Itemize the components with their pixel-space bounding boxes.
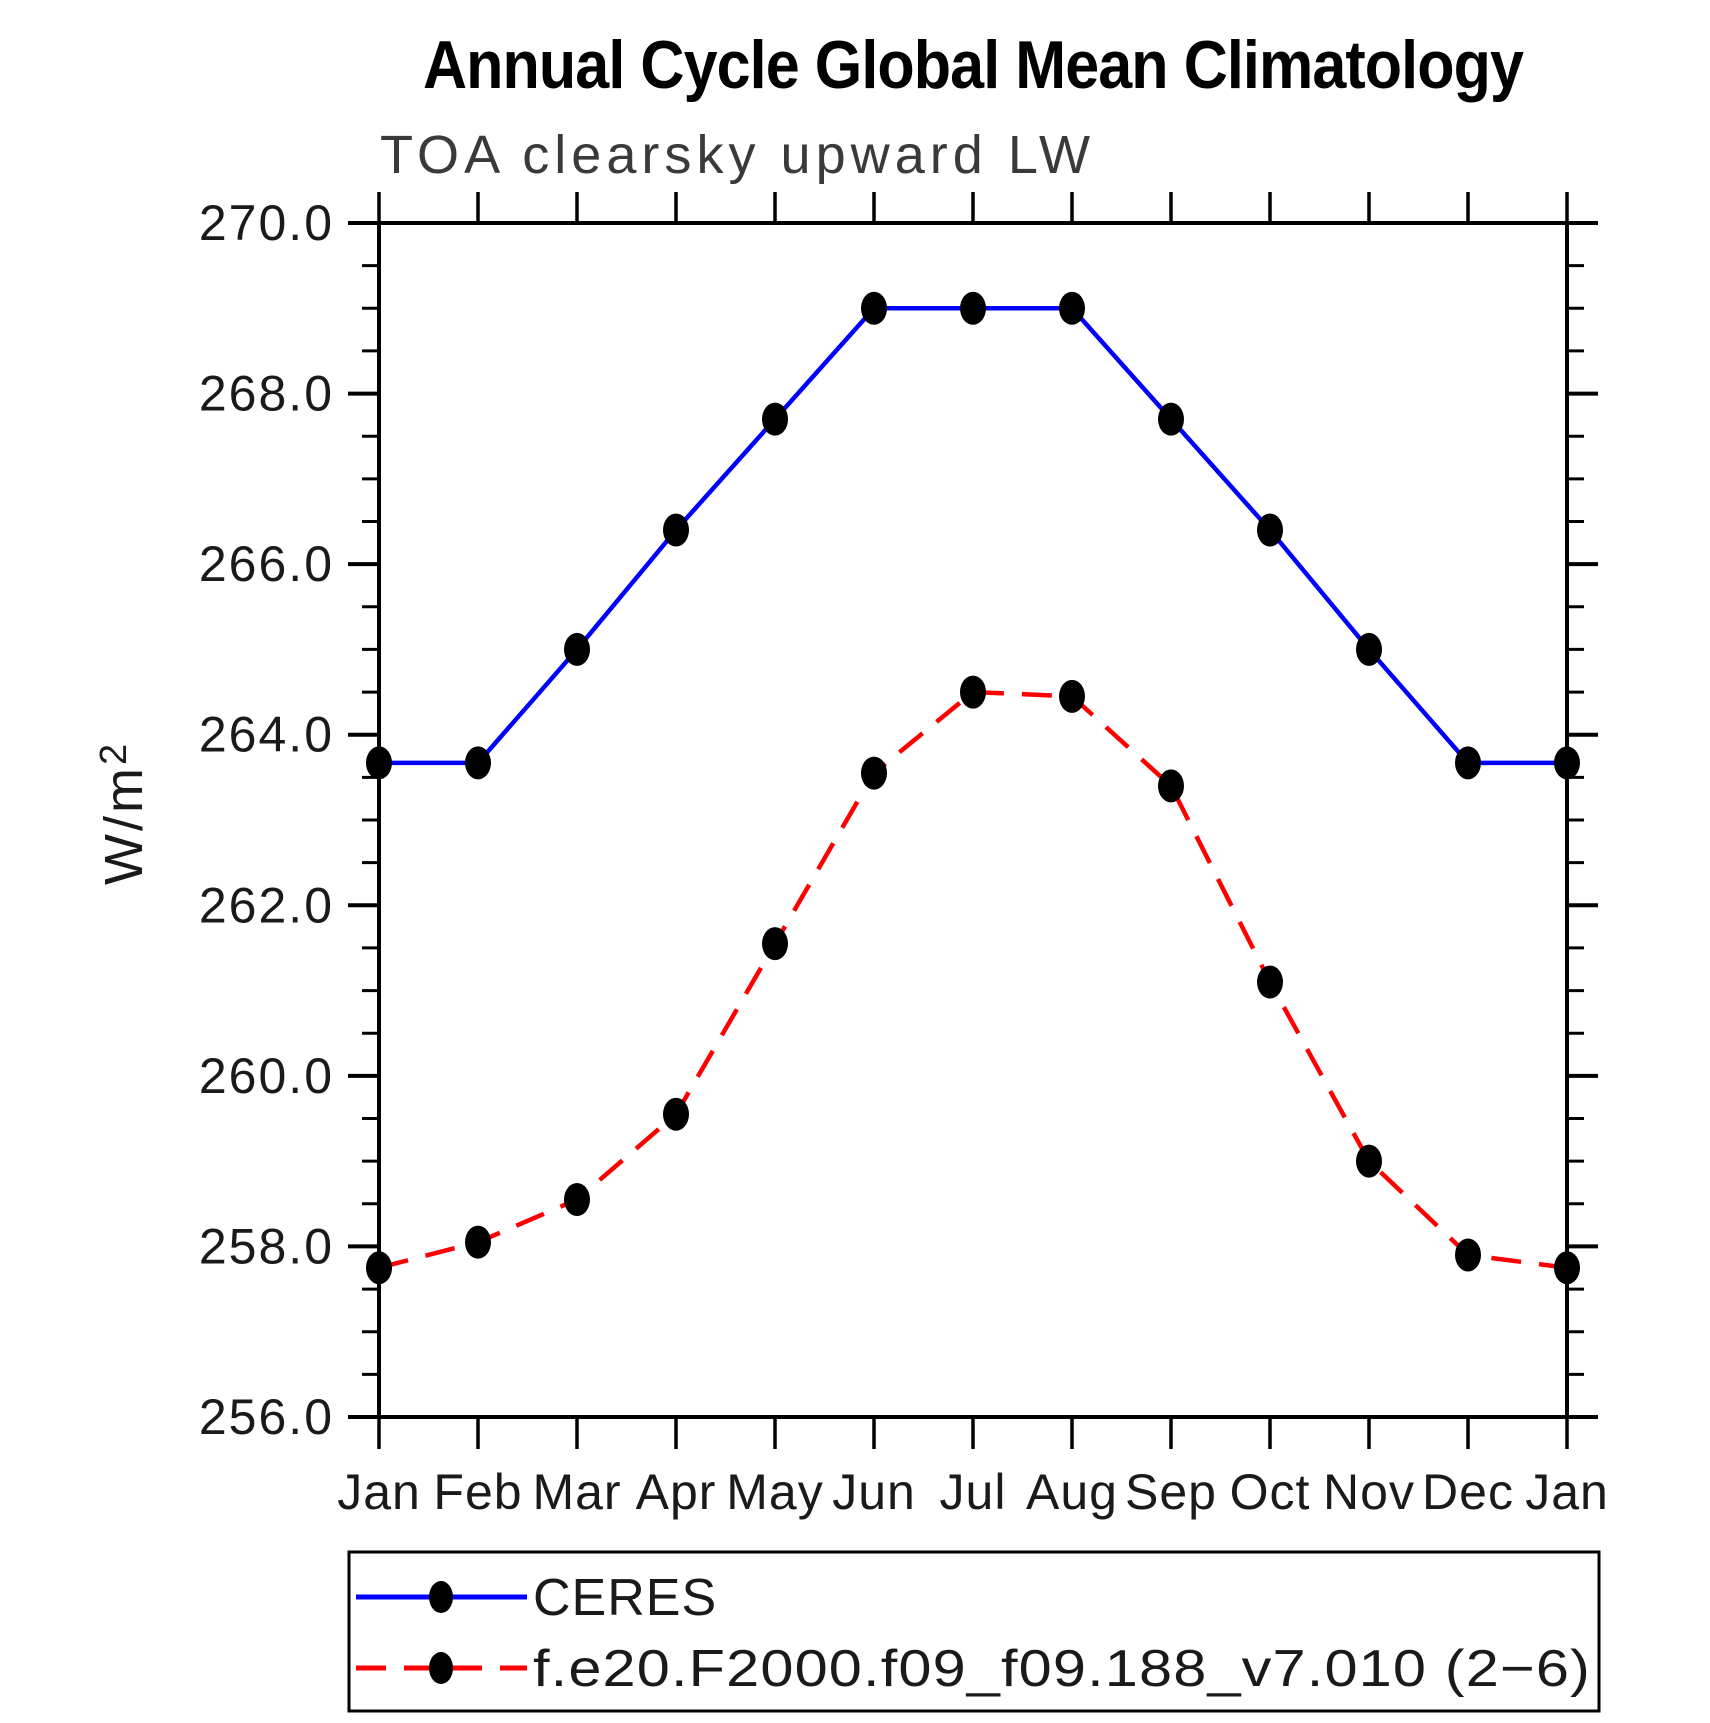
data-point-marker xyxy=(366,746,392,780)
legend-entry-ceres: CERES xyxy=(356,1569,717,1627)
data-point-marker xyxy=(1356,1144,1382,1178)
x-axis-month-label: Feb xyxy=(433,1464,522,1520)
data-point-marker xyxy=(1257,513,1283,547)
data-point-marker xyxy=(663,513,689,547)
y-axis-tick-label: 266.0 xyxy=(199,536,334,592)
legend-entry-model: f.e20.F2000.f09_f09.188_v7.010 (2−6) xyxy=(356,1640,1591,1698)
data-point-marker xyxy=(1158,769,1184,803)
x-axis-month-label: Oct xyxy=(1230,1464,1311,1520)
data-point-marker xyxy=(861,291,887,325)
legend: CERES f.e20.F2000.f09_f09.188_v7.010 (2−… xyxy=(347,1550,1601,1713)
x-axis-month-label: Mar xyxy=(532,1464,621,1520)
data-point-marker xyxy=(960,675,986,709)
x-axis-month-label: Jun xyxy=(832,1464,916,1520)
data-point-marker xyxy=(1554,746,1580,780)
x-axis-month-label: Nov xyxy=(1323,1464,1415,1520)
legend-marker-model xyxy=(429,1652,453,1684)
data-point-marker xyxy=(1059,679,1085,713)
y-axis-tick-label: 262.0 xyxy=(199,877,334,933)
y-axis-tick-label: 264.0 xyxy=(199,707,334,763)
model-line xyxy=(378,689,1568,1270)
y-axis-label: W/m2 xyxy=(93,741,154,885)
legend-box xyxy=(347,1550,1601,1713)
x-axis-month-label: Jan xyxy=(1525,1464,1609,1520)
data-point-marker xyxy=(366,1251,392,1285)
legend-label-ceres: CERES xyxy=(533,1569,717,1627)
data-point-marker xyxy=(1455,746,1481,780)
series-layer xyxy=(366,291,1580,1285)
plot-border xyxy=(377,221,1569,1419)
y-axis-tick-label: 268.0 xyxy=(199,366,334,422)
data-point-marker xyxy=(465,1225,491,1259)
x-axis-month-label: Apr xyxy=(636,1464,717,1520)
data-point-marker xyxy=(1158,402,1184,436)
data-point-marker xyxy=(564,1183,590,1217)
x-axis-month-label: May xyxy=(726,1464,823,1520)
legend-label-model: f.e20.F2000.f09_f09.188_v7.010 (2−6) xyxy=(533,1640,1591,1698)
x-axis-month-label: Jul xyxy=(940,1464,1007,1520)
chart-title: Annual Cycle Global Mean Climatology xyxy=(423,27,1524,103)
data-point-marker xyxy=(960,291,986,325)
data-point-marker xyxy=(1356,632,1382,666)
data-point-marker xyxy=(861,756,887,790)
data-point-marker xyxy=(1554,1251,1580,1285)
y-axis-tick-label: 270.0 xyxy=(199,195,334,251)
data-point-marker xyxy=(564,632,590,666)
y-axis-tick-label: 256.0 xyxy=(199,1389,334,1445)
data-point-marker xyxy=(762,927,788,961)
y-axis-tick-label: 258.0 xyxy=(199,1218,334,1274)
data-point-marker xyxy=(1059,291,1085,325)
y-axis-tick-label: 260.0 xyxy=(199,1048,334,1104)
data-point-marker xyxy=(663,1097,689,1131)
legend-marker-ceres xyxy=(429,1581,453,1613)
data-point-marker xyxy=(465,746,491,780)
x-axis-month-label: Aug xyxy=(1026,1464,1118,1520)
x-axis-month-label: Sep xyxy=(1125,1464,1217,1520)
x-axis-month-label: Jan xyxy=(337,1464,421,1520)
data-point-marker xyxy=(762,402,788,436)
plot-area: 256.0 258.0 260.0 262.0 264.0 266.0 268.0 270.0… xyxy=(199,192,1609,1520)
chart-subtitle: TOA clearsky upward LW xyxy=(380,125,1095,185)
x-axis-month-label: Dec xyxy=(1422,1464,1514,1520)
data-point-marker xyxy=(1455,1238,1481,1272)
data-point-marker xyxy=(1257,965,1283,999)
